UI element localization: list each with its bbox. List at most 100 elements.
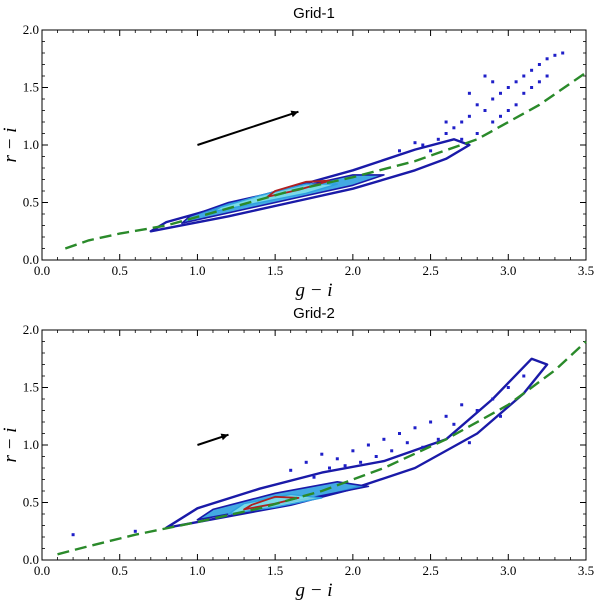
scatter-point [475, 409, 479, 412]
scatter-point [506, 109, 510, 112]
scatter-point [421, 445, 425, 449]
x-tick-label: 0.5 [112, 563, 128, 578]
scatter-point [506, 86, 510, 89]
x-tick-label: 2.0 [345, 563, 361, 578]
scatter-point [537, 80, 541, 84]
scatter-point [545, 74, 549, 78]
scatter-point [133, 529, 137, 533]
scatter-point [475, 103, 479, 107]
plot-frame [41, 329, 587, 561]
chart-title: Grid-2 [293, 305, 335, 322]
y-tick-label: 0.5 [23, 495, 39, 510]
reddening-arrow [197, 110, 299, 146]
scatter-point [382, 437, 386, 441]
scatter-point [522, 74, 526, 78]
scatter-point [537, 63, 541, 66]
scatter-point [359, 460, 363, 464]
y-tick-label: 1.0 [23, 437, 39, 452]
scatter-point [421, 143, 425, 147]
x-tick-label: 2.5 [422, 263, 438, 278]
y-tick-label: 0.0 [23, 552, 39, 567]
contour-outer [165, 357, 549, 529]
arrow-head [220, 433, 229, 441]
scatter-point [460, 120, 464, 124]
scatter-point [444, 132, 448, 135]
chart-title: Grid-1 [293, 5, 335, 22]
x-tick-label: 3.5 [578, 563, 594, 578]
plot-marks: 0.0 0.5 1.0 1.5 2.0 2.5 3.0 3.5 0.0 0.5 1.0 1.5 2.0 [23, 322, 594, 578]
scatter-point [467, 114, 471, 118]
scatter-point [475, 132, 479, 135]
x-axis-label: g − i [295, 280, 332, 301]
x-tick-label: 1.5 [267, 563, 283, 578]
scatter-point [374, 455, 378, 458]
y-axis-label: r − i [0, 428, 21, 463]
y-axis-label: r − i [0, 128, 21, 163]
y-tick-label: 0.0 [23, 252, 39, 267]
scatter-point [343, 464, 347, 468]
y-tick-label: 2.0 [23, 322, 39, 337]
scatter-point [429, 420, 433, 424]
scatter-point [289, 468, 293, 472]
x-tick-label: 1.5 [267, 263, 283, 278]
scatter-point [514, 80, 518, 84]
scatter-point [545, 57, 549, 61]
scatter-point [467, 91, 471, 95]
scatter-point [398, 149, 401, 153]
x-tick-label: 0.0 [34, 563, 50, 578]
scatter-point [522, 374, 526, 378]
chart-grid-2: Grid-2 g − i r − i 0.0 0.5 1.0 1.5 2.0 2.5 3.0… [0, 305, 594, 600]
scatter-point [320, 452, 324, 456]
scatter-point [413, 426, 417, 430]
scatter-point [444, 414, 448, 418]
x-tick-label: 3.0 [500, 263, 516, 278]
scatter-point [467, 441, 471, 445]
scatter-point [553, 53, 557, 57]
scatter-point [390, 449, 394, 453]
x-tick-label: 3.5 [578, 263, 594, 278]
scatter-point [491, 80, 495, 84]
y-tick-label: 0.5 [23, 195, 39, 210]
reference-line [57, 340, 587, 556]
scatter-point [452, 422, 456, 426]
plot-frame [41, 29, 587, 261]
scatter-point [328, 466, 331, 470]
scatter-point [514, 103, 518, 107]
scatter-point [429, 149, 433, 153]
x-tick-label: 1.0 [189, 263, 205, 278]
x-tick-label: 2.5 [422, 563, 438, 578]
scatter-point [312, 475, 316, 479]
scatter-point [444, 120, 448, 124]
scatter-point [522, 91, 526, 95]
scatter-point [506, 386, 510, 389]
scatter-point [398, 432, 401, 435]
y-tick-label: 1.0 [23, 137, 39, 152]
chart-grid-1: Grid-1 g − i r − i 0.0 0.5 1.0 1.5 2.0 2.5 3.0… [0, 5, 594, 301]
scatter-point [491, 397, 495, 401]
contour-mid [181, 174, 385, 224]
scatter-point [561, 51, 565, 55]
y-tick-label: 2.0 [23, 22, 39, 37]
scatter-point [530, 86, 534, 89]
scatter-point [460, 403, 464, 407]
scatter-point [452, 126, 456, 130]
x-tick-label: 2.0 [345, 263, 361, 278]
scatter-point [491, 97, 495, 101]
plot-marks: 0.0 0.5 1.0 1.5 2.0 2.5 3.0 3.5 0.0 0.5 1.0 1.5 2.0 [23, 22, 594, 278]
scatter-point [483, 109, 487, 112]
x-tick-label: 0.5 [112, 263, 128, 278]
scatter-point [499, 414, 502, 418]
scatter-point [530, 68, 534, 72]
scatter-point [491, 120, 495, 124]
x-axis-label: g − i [295, 580, 332, 600]
scatter-point [405, 441, 409, 445]
scatter-point [304, 460, 308, 464]
x-tick-label: 3.0 [500, 563, 516, 578]
scatter-point [460, 137, 464, 141]
y-tick-label: 1.5 [23, 380, 39, 395]
scatter-point [499, 91, 502, 95]
x-tick-label: 0.0 [34, 263, 50, 278]
scatter-point [335, 457, 339, 461]
scatter-point [436, 137, 440, 141]
